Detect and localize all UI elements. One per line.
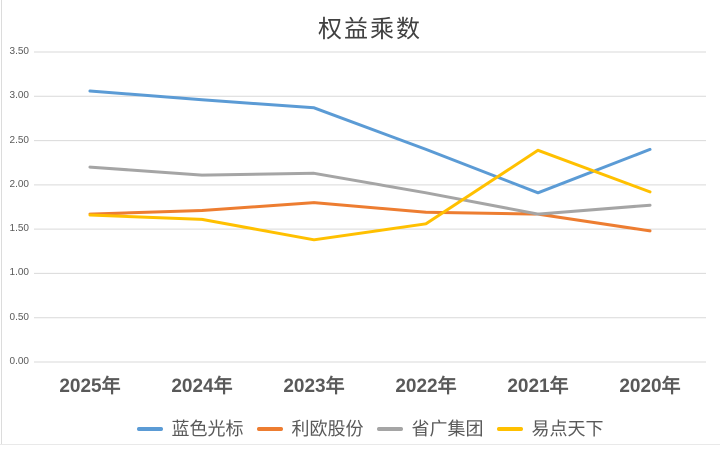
y-axis-tick-label: 3.50 <box>9 46 29 57</box>
legend-label: 蓝色光标 <box>171 419 244 439</box>
legend-dash-icon <box>376 427 403 431</box>
series-line-3[interactable] <box>88 148 652 242</box>
series-line-1[interactable] <box>88 201 652 233</box>
x-axis-label: 2022年 <box>395 376 457 397</box>
y-axis-tick-label: 2.00 <box>9 178 29 190</box>
chart-left-border <box>1 0 2 444</box>
chart-title: 权益乘数 <box>318 17 422 43</box>
legend-label: 利欧股份 <box>291 419 364 439</box>
series-line-2[interactable] <box>88 165 652 216</box>
series-line-0[interactable] <box>88 89 652 195</box>
legend-label: 易点天下 <box>531 419 604 439</box>
chart-legend: 蓝色光标 利欧股份 省广集团 易点天下 <box>34 414 706 444</box>
legend-item-2[interactable]: 省广集团 <box>376 419 484 439</box>
x-axis-label: 2025年 <box>59 376 121 397</box>
x-axis-label: 2020年 <box>619 376 681 397</box>
legend-dash-icon <box>496 427 523 431</box>
legend-item-3[interactable]: 易点天下 <box>496 419 604 439</box>
y-axis-tick-label: 0.00 <box>9 356 29 367</box>
legend-dash-icon <box>136 427 163 431</box>
legend-label: 省广集团 <box>411 419 484 439</box>
legend-dash-icon <box>256 427 283 431</box>
y-axis-tick-label: 2.50 <box>9 134 29 146</box>
y-axis-tick-label: 0.50 <box>9 311 29 323</box>
y-axis-tick-label: 3.00 <box>9 90 29 102</box>
legend-item-0[interactable]: 蓝色光标 <box>136 419 244 439</box>
series-lines <box>88 89 652 242</box>
x-axis-label: 2023年 <box>283 376 345 397</box>
x-axis-label: 2024年 <box>171 376 233 397</box>
chart-bottom-border <box>0 444 720 445</box>
x-axis-label: 2021年 <box>507 376 569 397</box>
y-axis-tick-label: 1.00 <box>9 267 29 279</box>
y-axis-tick-label: 1.50 <box>9 223 29 235</box>
legend-item-1[interactable]: 利欧股份 <box>256 419 364 439</box>
